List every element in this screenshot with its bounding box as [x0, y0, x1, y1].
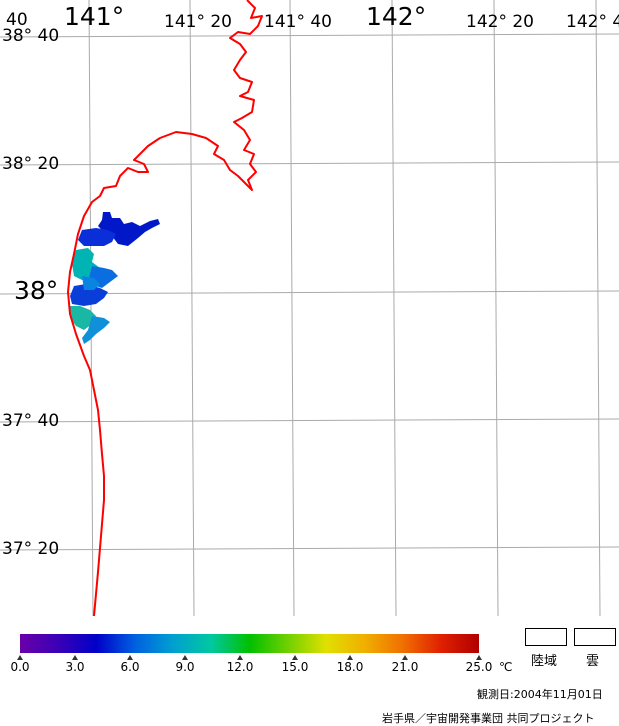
color-bar-tick-label: 21.0 [391, 660, 419, 674]
color-bar-tick [182, 655, 188, 660]
sst-patch [82, 276, 100, 290]
sst-patch [70, 306, 96, 330]
color-bar-tick-label: 0.0 [10, 660, 30, 674]
cloud-legend-box [574, 628, 616, 646]
lat-label-38-40: 38° 40 [2, 26, 60, 46]
color-bar-tick-label: 12.0 [226, 660, 254, 674]
color-bar-tick [347, 655, 353, 660]
lat-line-38-40 [0, 33, 619, 38]
graticule [0, 0, 619, 616]
sst-patch [78, 228, 116, 246]
credit-line: 岩手県／宇宙開発事業団 共同プロジェクト [382, 712, 595, 725]
lat-line-37-40 [0, 418, 619, 423]
corner-label-fragment: 40 [6, 10, 28, 30]
lon-label-141: 141° [64, 2, 125, 31]
lon-label-142: 142° [366, 2, 427, 31]
sst-patch [82, 316, 110, 344]
color-bar-tick-label: 6.0 [120, 660, 140, 674]
lon-label-141-20: 141° 20 [164, 12, 232, 32]
color-bar-tick-label: 3.0 [65, 660, 85, 674]
color-bar-tick-label: 9.0 [175, 660, 195, 674]
color-bar-tick [237, 655, 243, 660]
lat-label-38: 38° [14, 276, 59, 305]
sst-map [0, 0, 619, 616]
land-legend-label: 陸域 [531, 654, 558, 669]
lon-label-141-40: 141° 40 [264, 12, 332, 32]
color-bar-tick [402, 655, 408, 660]
coastline [67, 0, 263, 616]
color-bar-tick-label: 18.0 [336, 660, 364, 674]
sst-data-patches [70, 212, 160, 344]
lon-line-142-40 [595, 0, 601, 616]
lon-line-142-20 [493, 0, 499, 616]
color-bar-tick [72, 655, 78, 660]
color-bar-tick-label: 25.0 [465, 660, 493, 674]
color-bar-tick [17, 655, 23, 660]
color-bar-tick [476, 655, 482, 660]
lon-line-141-20 [189, 0, 195, 616]
lon-line-142-00 [391, 0, 397, 616]
lat-label-37-20: 37° 20 [2, 539, 60, 559]
lon-label-142-20: 142° 20 [466, 12, 534, 32]
cloud-legend-label: 雲 [586, 654, 600, 669]
map-panel: 141° 141° 20 141° 40 142° 142° 20 142° 4… [0, 0, 619, 616]
color-bar-tick-label: 15.0 [281, 660, 309, 674]
lat-line-38-20 [0, 161, 619, 166]
lat-line-37-20 [0, 546, 619, 551]
sst-patch [70, 284, 108, 306]
lon-label-142-40: 142° 4 [566, 12, 619, 32]
temperature-color-bar [20, 634, 479, 653]
color-bar-tick [292, 655, 298, 660]
color-bar-tick [127, 655, 133, 660]
lat-label-37-40: 37° 40 [2, 411, 60, 431]
lon-line-141-40 [289, 0, 295, 616]
lat-label-38-20: 38° 20 [2, 154, 60, 174]
observation-date: 観測日:2004年11月01日 [477, 688, 603, 701]
temperature-unit: ℃ [499, 660, 513, 674]
land-legend-box [525, 628, 567, 646]
lon-line-141-00 [88, 0, 94, 616]
